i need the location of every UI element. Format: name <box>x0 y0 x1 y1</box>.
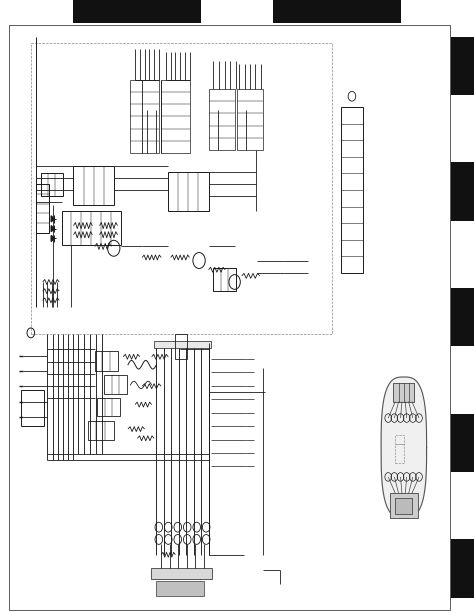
Bar <box>151 568 212 579</box>
Bar <box>395 435 404 463</box>
Bar <box>97 398 120 416</box>
Bar <box>31 43 332 334</box>
Bar <box>209 89 235 150</box>
Bar <box>36 184 49 233</box>
Polygon shape <box>51 235 54 242</box>
Bar <box>395 498 412 514</box>
Bar <box>393 383 414 402</box>
Bar <box>273 0 401 23</box>
Bar <box>62 211 121 245</box>
Bar <box>451 162 474 221</box>
Bar <box>130 80 159 153</box>
Bar <box>41 173 63 196</box>
Bar <box>21 390 44 426</box>
Bar <box>213 268 236 291</box>
Bar <box>341 107 363 273</box>
Polygon shape <box>51 216 54 222</box>
Bar <box>161 80 190 153</box>
Bar <box>95 351 118 371</box>
Polygon shape <box>381 377 427 518</box>
Bar <box>390 493 418 518</box>
Bar <box>156 581 204 596</box>
Bar <box>168 172 209 211</box>
Bar <box>88 421 114 440</box>
Bar <box>104 375 127 394</box>
Bar <box>451 37 474 95</box>
Bar <box>451 539 474 598</box>
Bar <box>73 0 201 23</box>
Bar <box>237 89 263 150</box>
Polygon shape <box>51 226 54 232</box>
Bar <box>451 414 474 472</box>
Bar <box>154 341 211 348</box>
Bar <box>175 334 187 359</box>
Bar <box>451 288 474 346</box>
Bar <box>73 166 114 205</box>
